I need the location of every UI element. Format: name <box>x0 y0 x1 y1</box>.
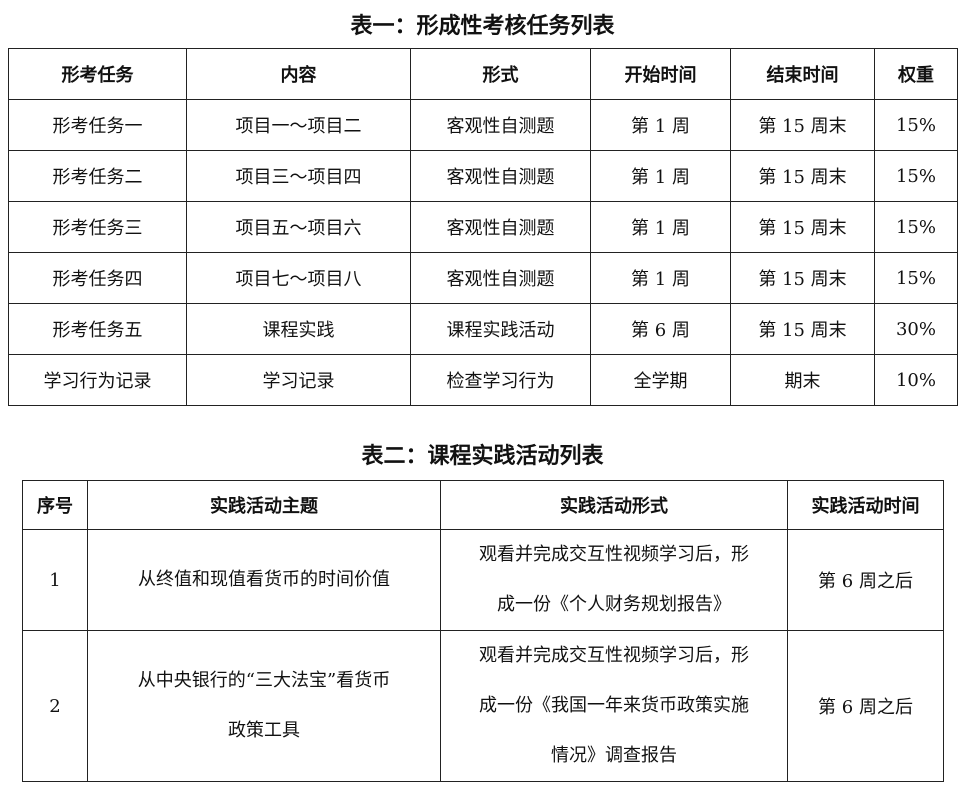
text-line: 从中央银行的“三大法宝”看货币 <box>137 670 391 691</box>
table-row: 学习行为记录 学习记录 检查学习行为 全学期 期末 10% <box>8 354 958 406</box>
form-cell: 观看并完成交互性视频学习后，形 成一份《我国一年来货币政策实施 情况》调查报告 <box>440 630 788 782</box>
column-header: 实践活动时间 <box>787 480 944 530</box>
column-header: 序号 <box>22 480 88 530</box>
table-cell: 项目三～项目四 <box>186 150 411 202</box>
time-cell: 第 6 周之后 <box>787 529 944 631</box>
table-cell: 项目五～项目六 <box>186 201 411 253</box>
column-header: 形式 <box>410 48 591 100</box>
table-cell: 全学期 <box>590 354 731 406</box>
row-number-cell: 2 <box>22 630 88 782</box>
table-cell: 15% <box>874 150 958 202</box>
table-cell: 形考任务五 <box>8 303 187 355</box>
column-header: 实践活动主题 <box>87 480 441 530</box>
table-cell: 客观性自测题 <box>410 99 591 151</box>
table-cell: 形考任务四 <box>8 252 187 304</box>
table-cell: 10% <box>874 354 958 406</box>
table-cell: 检查学习行为 <box>410 354 591 406</box>
table-cell: 学习记录 <box>186 354 411 406</box>
table-cell: 第 15 周末 <box>730 252 875 304</box>
table-cell: 客观性自测题 <box>410 201 591 253</box>
table-cell: 第 15 周末 <box>730 303 875 355</box>
table-header-row: 序号 实践活动主题 实践活动形式 实践活动时间 <box>22 480 944 530</box>
column-header: 内容 <box>186 48 411 100</box>
table-cell: 客观性自测题 <box>410 150 591 202</box>
table-row: 形考任务三 项目五～项目六 客观性自测题第 1 周第 15 周末 15% <box>8 201 958 253</box>
table-cell: 15% <box>874 99 958 151</box>
table-cell: 30% <box>874 303 958 355</box>
text-line: 政策工具 <box>228 720 300 741</box>
table-row: 形考任务五 课程实践 课程实践活动第 6 周第 15 周末 30% <box>8 303 958 355</box>
form-cell: 观看并完成交互性视频学习后，形 成一份《个人财务规划报告》 <box>440 529 788 631</box>
table-row: 形考任务四 项目七～项目八 客观性自测题第 1 周第 15 周末 15% <box>8 252 958 304</box>
column-header: 形考任务 <box>8 48 187 100</box>
table-cell: 学习行为记录 <box>8 354 187 406</box>
practice-activity-table: 序号 实践活动主题 实践活动形式 实践活动时间 1 从终值和现值看货币的时间价值 观看并完… <box>22 480 944 782</box>
row-number-cell: 1 <box>22 529 88 631</box>
text-line: 成一份《我国一年来货币政策实施 <box>479 695 749 716</box>
text-line: 观看并完成交互性视频学习后，形 <box>479 645 749 666</box>
table-cell: 第 1 周 <box>590 252 731 304</box>
table-cell: 第 15 周末 <box>730 150 875 202</box>
table-header-row: 形考任务 内容 形式 开始时间 结束时间 权重 <box>8 48 958 100</box>
table-cell: 第 1 周 <box>590 99 731 151</box>
text-line: 从终值和现值看货币的时间价值 <box>138 569 390 590</box>
table1-title: 表一：形成性考核任务列表 <box>350 13 615 39</box>
table-cell: 期末 <box>730 354 875 406</box>
table-cell: 第 1 周 <box>590 201 731 253</box>
table-cell: 项目一～项目二 <box>186 99 411 151</box>
table-cell: 形考任务三 <box>8 201 187 253</box>
table-cell: 项目七～项目八 <box>186 252 411 304</box>
table-cell: 15% <box>874 201 958 253</box>
table-cell: 第 15 周末 <box>730 99 875 151</box>
text-line: 成一份《个人财务规划报告》 <box>497 594 731 615</box>
theme-cell: 从终值和现值看货币的时间价值 <box>87 529 441 631</box>
assessment-task-table: 形考任务 内容 形式 开始时间 结束时间 权重 形考任务一 项目一～项目二 客观性自测题第 1… <box>8 48 958 406</box>
table-cell: 第 1 周 <box>590 150 731 202</box>
table-cell: 第 6 周 <box>590 303 731 355</box>
table2-title: 表二：课程实践活动列表 <box>361 443 604 469</box>
table-cell: 形考任务一 <box>8 99 187 151</box>
table-row: 形考任务一 项目一～项目二 客观性自测题第 1 周第 15 周末 15% <box>8 99 958 151</box>
column-header: 权重 <box>874 48 958 100</box>
table-cell: 形考任务二 <box>8 150 187 202</box>
table-cell: 课程实践活动 <box>410 303 591 355</box>
table-row: 2 从中央银行的“三大法宝”看货币 政策工具 观看并完成交互性视频学习后，形 成一份《我… <box>22 630 944 782</box>
table-cell: 第 15 周末 <box>730 201 875 253</box>
text-line: 观看并完成交互性视频学习后，形 <box>479 544 749 565</box>
column-header: 结束时间 <box>730 48 875 100</box>
table-cell: 课程实践 <box>186 303 411 355</box>
column-header: 开始时间 <box>590 48 731 100</box>
table-row: 1 从终值和现值看货币的时间价值 观看并完成交互性视频学习后，形 成一份《个人财务规划… <box>22 529 944 631</box>
text-line: 情况》调查报告 <box>551 745 677 766</box>
theme-cell: 从中央银行的“三大法宝”看货币 政策工具 <box>87 630 441 782</box>
table-cell: 客观性自测题 <box>410 252 591 304</box>
time-cell: 第 6 周之后 <box>787 630 944 782</box>
column-header: 实践活动形式 <box>440 480 788 530</box>
table-cell: 15% <box>874 252 958 304</box>
table-row: 形考任务二 项目三～项目四 客观性自测题第 1 周第 15 周末 15% <box>8 150 958 202</box>
